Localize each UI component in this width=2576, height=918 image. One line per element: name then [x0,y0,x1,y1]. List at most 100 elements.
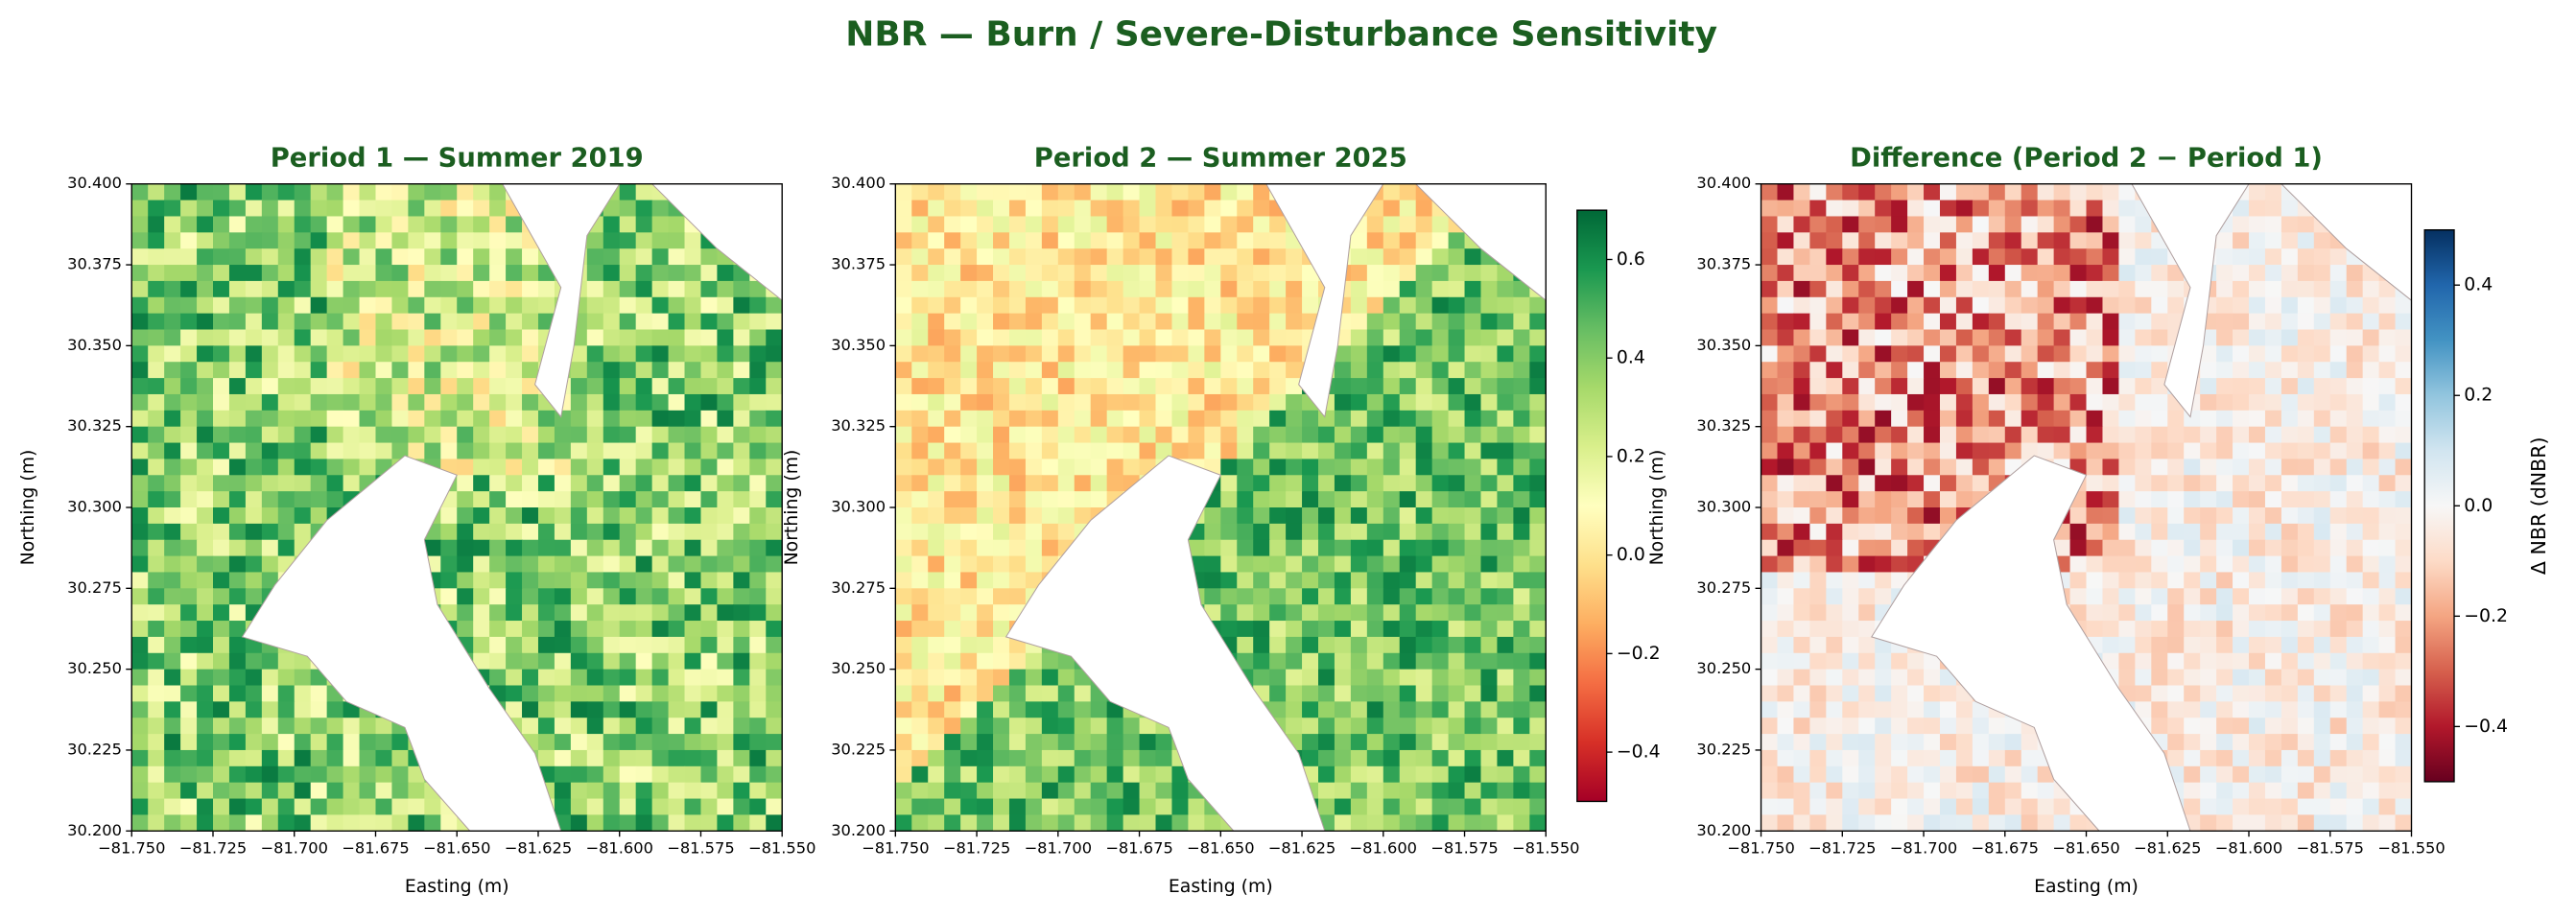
raster-cell [1350,636,1368,654]
raster-cell [1123,362,1141,379]
raster-cell [1939,734,1957,751]
raster-cell [2313,539,2331,557]
raster-cell [2053,410,2071,428]
raster-cell [1123,232,1141,249]
raster-cell [603,491,621,508]
raster-cell [197,216,214,234]
raster-cell [473,523,490,541]
raster-cell [473,329,490,347]
raster-cell [733,636,750,654]
raster-cell [1777,378,1795,395]
raster-cell [277,701,295,718]
raster-cell [1480,313,1499,331]
raster-cell [749,442,767,460]
raster-cell [164,588,181,605]
raster-cell [1074,232,1092,249]
raster-cell [2264,539,2282,557]
raster-cell [326,734,344,751]
raster-cell [766,507,783,525]
raster-cell [2313,378,2331,395]
raster-cell [668,442,686,460]
raster-cell [1448,459,1466,476]
raster-cell [2037,280,2055,298]
raster-cell [895,183,912,201]
raster-cell [603,652,621,671]
raster-cell [2135,329,2153,347]
raster-cell [2329,329,2348,347]
raster-cell [1448,636,1466,654]
raster-cell [228,200,247,218]
raster-cell [944,410,961,428]
raster-cell [213,572,230,590]
raster-cell [1286,621,1303,638]
raster-cell [1793,459,1811,476]
raster-cell [1809,798,1828,816]
raster-cell [603,362,621,379]
raster-cell [1188,200,1206,218]
raster-cell [668,410,686,428]
raster-cell [1155,296,1173,315]
raster-cell [2378,588,2397,605]
raster-cell [960,393,978,412]
raster-cell [1924,183,1941,201]
raster-cell [2004,329,2022,347]
raster-cell [717,393,735,412]
raster-cell [1497,652,1515,671]
raster-cell [1891,749,1908,767]
raster-cell [766,782,783,800]
raster-cell [228,685,247,703]
raster-cell [1204,329,1221,347]
raster-cell [473,555,490,574]
raster-cell [1237,313,1254,331]
raster-cell [473,475,490,492]
raster-cell [375,393,393,412]
raster-cell [2249,621,2266,638]
raster-cell [148,216,165,234]
raster-cell [2346,765,2364,784]
raster-cell [2346,588,2364,605]
raster-cell [277,216,295,234]
raster-cell [473,265,490,282]
raster-cell [164,232,181,249]
raster-cell [1448,248,1466,266]
raster-cell [684,280,702,298]
raster-cell [1366,782,1384,800]
raster-cell [1480,362,1499,379]
raster-cell [1448,491,1466,508]
raster-cell [1513,749,1531,767]
raster-cell [1891,734,1908,751]
raster-cell [2378,329,2397,347]
raster-cell [164,296,181,315]
raster-cell [2216,475,2233,492]
raster-cell [245,507,263,525]
raster-cell [1875,734,1892,751]
raster-cell [1318,491,1335,508]
raster-cell [668,669,686,687]
raster-cell [1383,523,1401,541]
raster-cell [473,296,490,315]
raster-cell [603,734,621,751]
raster-cell [2362,313,2380,331]
raster-cell [1123,798,1141,816]
raster-cell [2395,539,2412,557]
raster-cell [1318,410,1335,428]
raster-cell [2233,265,2250,282]
raster-cell [700,345,719,363]
raster-cell [1480,426,1499,444]
raster-cell [2021,200,2039,218]
raster-cell [2086,393,2104,412]
raster-cell [2378,636,2397,654]
raster-cell [2297,378,2315,395]
raster-cell [1204,814,1221,832]
raster-cell [245,685,263,703]
raster-cell [960,669,978,687]
raster-cell [1269,572,1287,590]
raster-cell [1415,652,1433,671]
raster-cell [603,539,621,557]
raster-cell [1366,734,1384,751]
raster-cell [911,652,929,671]
raster-cell [2395,491,2412,508]
raster-cell [993,798,1010,816]
raster-cell [1875,393,1892,412]
raster-cell [213,685,230,703]
